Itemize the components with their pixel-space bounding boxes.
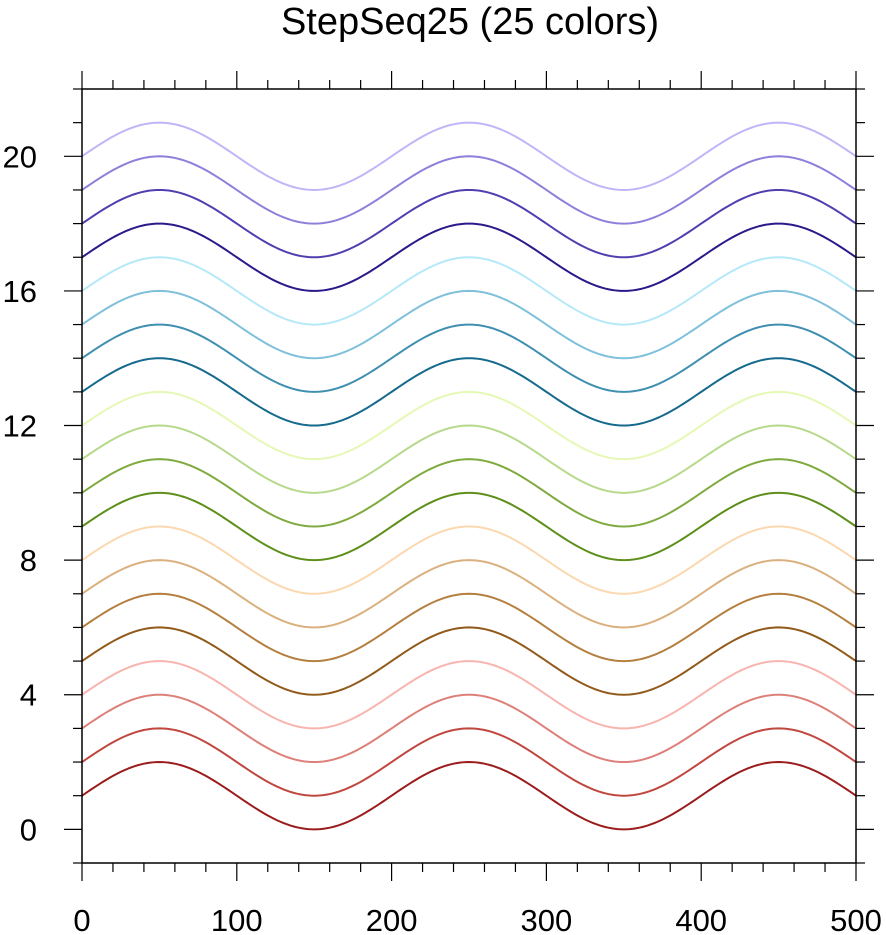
y-tick-label: 4 <box>20 678 37 713</box>
plot-frame <box>81 88 857 864</box>
series-line-17 <box>81 188 857 259</box>
y-tick-label: 0 <box>20 812 37 847</box>
x-tick-label: 300 <box>521 903 573 935</box>
chart-title: StepSeq25 (25 colors) <box>281 1 659 43</box>
axis-ticks <box>64 71 874 881</box>
series-line-16 <box>81 222 857 292</box>
series-line-13 <box>81 323 857 393</box>
series-line-5 <box>81 592 857 663</box>
series-line-15 <box>81 256 857 326</box>
y-tick-labels: 0 4 8 12 16 20 <box>3 139 37 847</box>
series-line-7 <box>81 525 857 595</box>
series-line-1 <box>81 727 857 797</box>
series-line-2 <box>81 693 857 764</box>
series-line-19 <box>81 121 857 191</box>
series-line-12 <box>81 357 857 427</box>
y-tick-label: 12 <box>3 409 37 444</box>
series-line-3 <box>81 660 857 730</box>
series-line-11 <box>81 390 857 461</box>
y-tick-label: 20 <box>3 139 37 174</box>
x-tick-label: 200 <box>366 903 418 935</box>
series-line-4 <box>81 626 857 696</box>
series-line-18 <box>81 155 857 225</box>
series-line-9 <box>81 458 857 528</box>
series-line-8 <box>81 491 857 562</box>
x-tick-labels: 0 100 200 300 400 500 <box>73 903 881 935</box>
x-tick-label: 100 <box>211 903 263 935</box>
series-line-10 <box>81 424 857 494</box>
y-tick-label: 16 <box>3 274 37 309</box>
series-line-14 <box>81 289 857 360</box>
x-tick-label: 0 <box>73 903 90 935</box>
x-tick-label: 500 <box>830 903 882 935</box>
series-line-0 <box>81 761 857 831</box>
y-tick-label: 8 <box>20 543 37 578</box>
x-tick-label: 400 <box>675 903 727 935</box>
series-line-6 <box>81 559 857 629</box>
series-curves <box>81 121 857 831</box>
